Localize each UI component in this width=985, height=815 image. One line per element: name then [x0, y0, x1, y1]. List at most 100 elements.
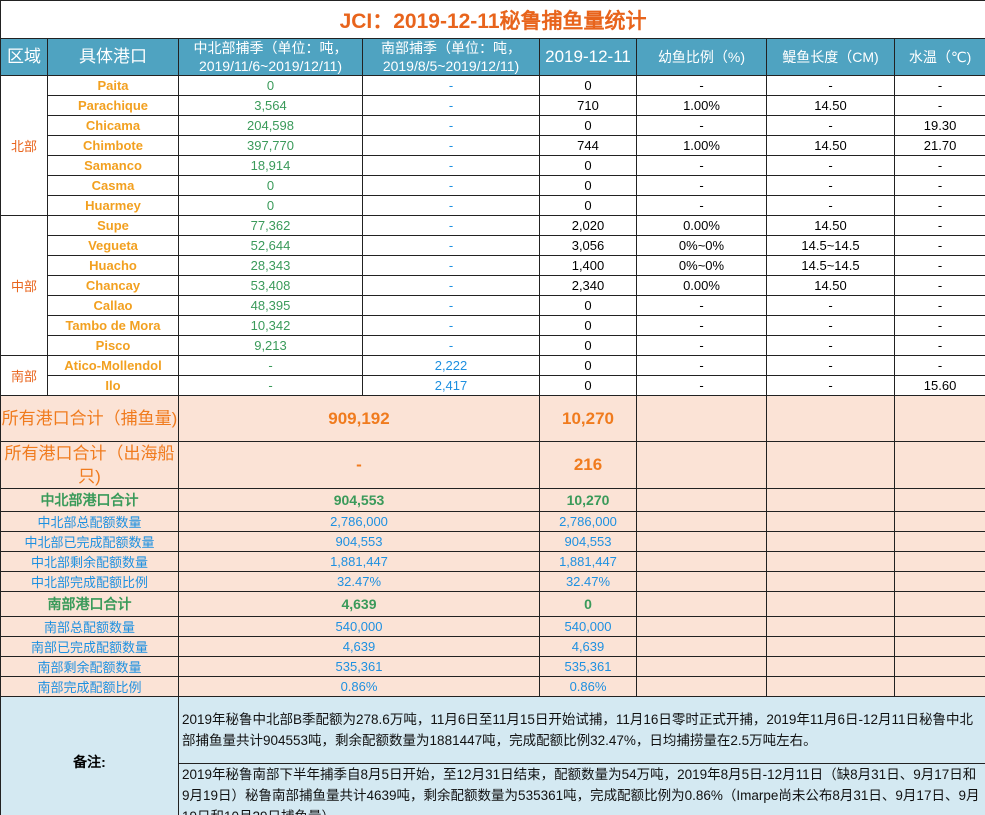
north-season-catch: 52,644 [178, 235, 363, 256]
summary-day-value: 2,786,000 [539, 511, 637, 532]
region-label: 中部 [0, 215, 48, 356]
port-name: Chimbote [47, 135, 179, 156]
north-season-catch: 0 [178, 195, 363, 216]
summary-season-value: - [178, 441, 540, 489]
empty-cell [893, 531, 985, 552]
empty-cell [636, 656, 767, 677]
anchovy-length: 14.50 [766, 215, 895, 236]
port-name: Chicama [47, 115, 179, 136]
empty-cell [893, 636, 985, 657]
port-name: Callao [47, 295, 179, 316]
empty-cell [893, 511, 985, 532]
daily-catch: 0 [539, 175, 637, 196]
header-water-temp: 水温（℃) [893, 38, 985, 76]
water-temp: - [893, 295, 985, 316]
summary-label: 所有港口合计（出海船只) [0, 441, 179, 489]
water-temp: - [893, 175, 985, 196]
empty-cell [636, 531, 767, 552]
juvenile-ratio: 0.00% [636, 275, 767, 296]
daily-catch: 0 [539, 195, 637, 216]
empty-cell [636, 488, 767, 512]
juvenile-ratio: - [636, 75, 767, 96]
empty-cell [766, 656, 895, 677]
summary-day-value: 535,361 [539, 656, 637, 677]
anchovy-length: - [766, 195, 895, 216]
summary-label: 中北部港口合计 [0, 488, 179, 512]
juvenile-ratio: 0%~0% [636, 255, 767, 276]
empty-cell [766, 571, 895, 592]
summary-day-value: 10,270 [539, 488, 637, 512]
header-anchovy-length: 鳀鱼长度（CM) [766, 38, 895, 76]
north-season-catch: - [178, 355, 363, 376]
summary-season-value: 4,639 [178, 591, 540, 617]
empty-cell [893, 441, 985, 489]
water-temp: - [893, 215, 985, 236]
water-temp: - [893, 155, 985, 176]
empty-cell [766, 441, 895, 489]
note-text: 2019年秘鲁中北部B季配额为278.6万吨，11月6日至11月15日开始试捕，… [177, 696, 985, 764]
notes-label: 备注: [0, 696, 179, 815]
north-season-catch: 28,343 [178, 255, 363, 276]
note-row: 2019年秘鲁南部下半年捕季自8月5日开始，至12月31日结束，配额数量为54万… [1, 763, 985, 815]
note-row: 备注: 2019年秘鲁中北部B季配额为278.6万吨，11月6日至11月15日开始… [0, 696, 985, 815]
south-season-catch: - [362, 115, 540, 136]
empty-cell [893, 488, 985, 512]
summary-label: 所有港口合计（捕鱼量) [0, 395, 179, 442]
port-name: Atico-Mollendol [47, 355, 179, 376]
south-season-catch: - [362, 215, 540, 236]
summary-day-value: 0 [539, 591, 637, 617]
water-temp: 15.60 [893, 375, 985, 396]
summary-row: 南部港口合计 4,639 0 [0, 591, 985, 617]
south-season-catch: - [362, 95, 540, 116]
summary-row: 所有港口合计（出海船只) -216 [0, 441, 985, 489]
summary-season-value: 0.86% [178, 676, 540, 697]
port-name: Casma [47, 175, 179, 196]
daily-catch: 0 [539, 155, 637, 176]
empty-cell [766, 636, 895, 657]
juvenile-ratio: - [636, 175, 767, 196]
port-name: Paita [47, 75, 179, 96]
table-row: Chicama 204,598-0- -19.30 [1, 115, 985, 136]
anchovy-length: 14.5~14.5 [766, 255, 895, 276]
summary-day-value: 0.86% [539, 676, 637, 697]
empty-cell [766, 395, 895, 442]
water-temp: 21.70 [893, 135, 985, 156]
south-season-catch: - [362, 135, 540, 156]
south-season-catch: - [362, 335, 540, 356]
north-season-catch: 0 [178, 75, 363, 96]
juvenile-ratio: - [636, 295, 767, 316]
port-name: Pisco [47, 335, 179, 356]
juvenile-ratio: - [636, 335, 767, 356]
daily-catch: 0 [539, 335, 637, 356]
summary-day-value: 216 [539, 441, 637, 489]
table-row: Ilo -2,417 0- -15.60 [1, 375, 985, 396]
summary-row: 中北部已完成配额数量 904,553 904,553 [0, 531, 985, 552]
daily-catch: 0 [539, 75, 637, 96]
summary-season-value: 904,553 [178, 531, 540, 552]
table-row: Casma 0-0- - - [1, 175, 985, 196]
empty-cell [766, 488, 895, 512]
south-season-catch: - [362, 295, 540, 316]
water-temp: 19.30 [893, 115, 985, 136]
summary-day-value: 4,639 [539, 636, 637, 657]
south-season-catch: - [362, 175, 540, 196]
north-season-catch: 397,770 [178, 135, 363, 156]
table-row: Samanco 18,914-0- - - [1, 155, 985, 176]
header-date: 2019-12-11 [539, 38, 637, 76]
daily-catch: 0 [539, 355, 637, 376]
summary-season-value: 2,786,000 [178, 511, 540, 532]
north-season-catch: 10,342 [178, 315, 363, 336]
daily-catch: 710 [539, 95, 637, 116]
anchovy-length: - [766, 115, 895, 136]
empty-cell [893, 395, 985, 442]
north-season-catch: 18,914 [178, 155, 363, 176]
table-row: 北部 Paita 0-0- - - [0, 75, 985, 216]
summary-label: 南部剩余配额数量 [0, 656, 179, 677]
juvenile-ratio: - [636, 195, 767, 216]
region-label: 南部 [0, 355, 48, 396]
south-season-catch: - [362, 195, 540, 216]
empty-cell [636, 551, 767, 572]
juvenile-ratio: - [636, 355, 767, 376]
juvenile-ratio: 1.00% [636, 135, 767, 156]
